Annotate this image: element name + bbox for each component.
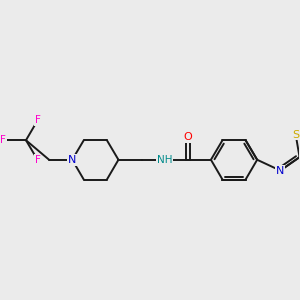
Text: F: F bbox=[34, 116, 40, 125]
Text: S: S bbox=[292, 130, 299, 140]
Text: N: N bbox=[276, 166, 284, 176]
Text: N: N bbox=[68, 155, 76, 165]
Text: NH: NH bbox=[157, 155, 172, 165]
Text: O: O bbox=[183, 132, 192, 142]
Text: F: F bbox=[0, 135, 6, 145]
Text: F: F bbox=[34, 155, 40, 165]
